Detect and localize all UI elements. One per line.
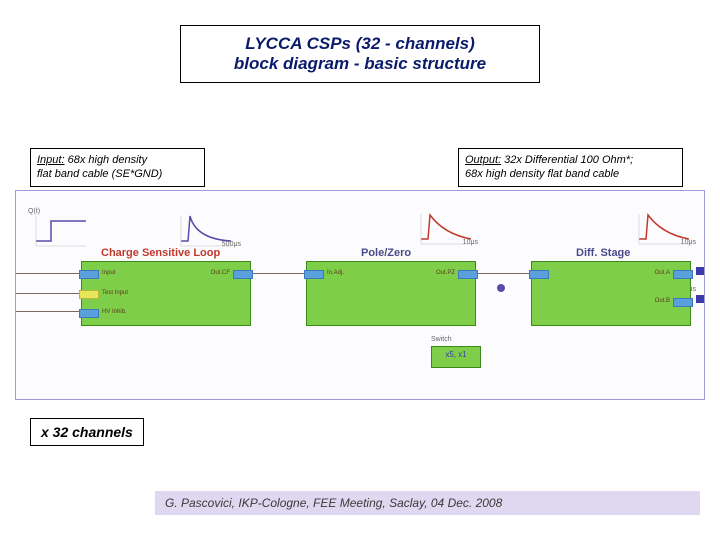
waveform-decay-1: 10μs xyxy=(416,209,476,249)
block-pole-zero: In.Adj. Out.PZ xyxy=(306,261,476,326)
block3-title: Diff. Stage xyxy=(576,247,630,259)
wire xyxy=(16,273,81,274)
pin-test-label: Test Input xyxy=(102,290,128,296)
input-line1: 68x high density xyxy=(65,154,148,166)
output-b-marker xyxy=(696,295,704,303)
pin-input-label: Input xyxy=(102,270,115,276)
block-charge-sensitive: Input Test Input HV Inhib. Out.CF xyxy=(81,261,251,326)
wire xyxy=(16,311,81,312)
waveform-step: Q(t) xyxy=(31,211,91,251)
footer-text: G. Pascovici, IKP-Cologne, FEE Meeting, … xyxy=(165,496,502,510)
gain-label: x5, x1 xyxy=(445,350,466,359)
output-line1: 32x Differential 100 Ohm*; xyxy=(501,154,633,166)
pin-inadj xyxy=(304,270,324,279)
block2-title: Pole/Zero xyxy=(361,247,411,259)
pin-in3 xyxy=(529,270,549,279)
wire xyxy=(16,293,81,294)
waveform-decay-2: 10μs xyxy=(634,209,694,249)
time-label-2: 500μs xyxy=(222,241,241,248)
pin-inadj-label: In.Adj. xyxy=(327,270,344,276)
gain-switch: x5, x1 xyxy=(431,346,481,368)
pin-outcf-label: Out.CF xyxy=(211,270,230,276)
pin-outcf xyxy=(233,270,253,279)
input-line2: flat band cable (SE*GND) xyxy=(37,168,162,180)
block-diff-stage: Out.A Out.B xyxy=(531,261,691,326)
time-label-4: 10μs xyxy=(681,239,696,246)
pin-outb-label: Out.B xyxy=(655,298,670,304)
pin-outb xyxy=(673,298,693,307)
input-label-box: Input: 68x high density flat band cable … xyxy=(30,148,205,187)
wire xyxy=(497,284,505,292)
pin-outa xyxy=(673,270,693,279)
wire xyxy=(251,273,306,274)
input-prefix: Input: xyxy=(37,154,65,166)
title-line1: LYCCA CSPs (32 - channels) xyxy=(197,34,523,54)
time-label-3: 10μs xyxy=(463,239,478,246)
block1-title: Charge Sensitive Loop xyxy=(101,247,220,259)
footer-box: G. Pascovici, IKP-Cologne, FEE Meeting, … xyxy=(155,491,700,515)
output-label-box: Output: 32x Differential 100 Ohm*; 68x h… xyxy=(458,148,683,187)
output-a-marker xyxy=(696,267,704,275)
pin-test xyxy=(79,290,99,299)
switch-label: Switch xyxy=(431,336,452,343)
pin-hv xyxy=(79,309,99,318)
diagram-frame: Q(t) 500μs 10μs 10μs xyxy=(15,190,705,400)
output-line2: 68x high density flat band cable xyxy=(465,168,619,180)
waveform-spike: 500μs xyxy=(176,211,236,251)
title-line2: block diagram - basic structure xyxy=(197,54,523,74)
q-label: Q(t) xyxy=(28,208,40,215)
pin-outpz xyxy=(458,270,478,279)
pin-outa-label: Out.A xyxy=(655,270,670,276)
channels-box: x 32 channels xyxy=(30,418,144,446)
wire xyxy=(476,273,531,274)
pin-input xyxy=(79,270,99,279)
pin-outpz-label: Out.PZ xyxy=(436,270,455,276)
output-prefix: Output: xyxy=(465,154,501,166)
title-box: LYCCA CSPs (32 - channels) block diagram… xyxy=(180,25,540,83)
channels-label: x 32 channels xyxy=(41,424,133,440)
pin-hv-label: HV Inhib. xyxy=(102,309,127,315)
